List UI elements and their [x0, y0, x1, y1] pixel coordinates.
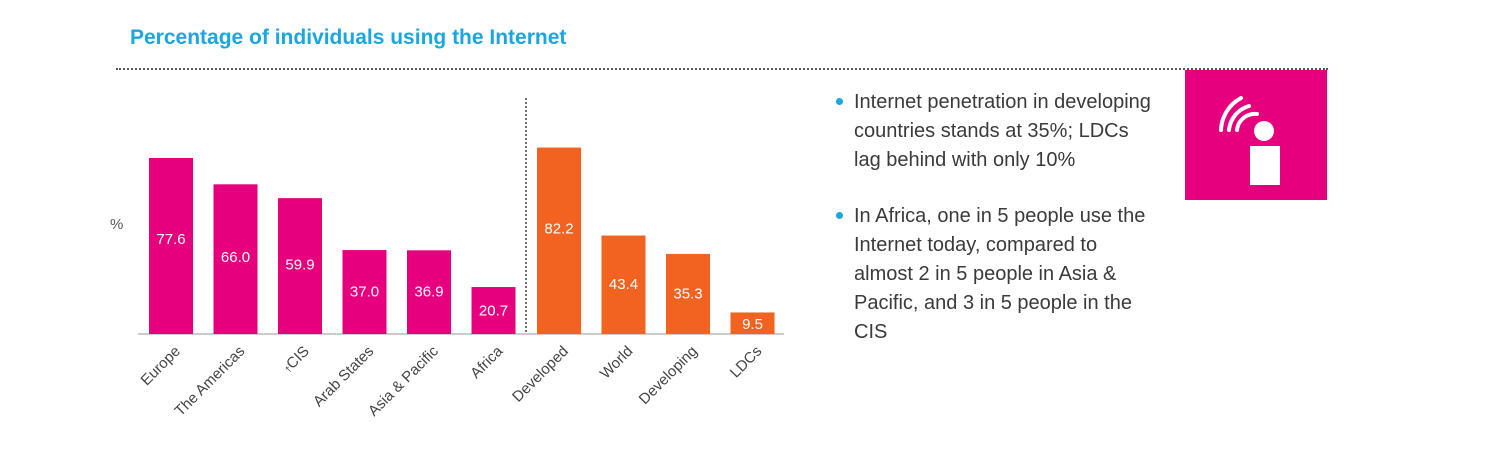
- bar-value-label: 20.7: [479, 303, 508, 320]
- bar: [666, 253, 710, 334]
- bar: [407, 250, 451, 334]
- bar: [730, 312, 775, 334]
- x-tick-label: Africa: [467, 342, 507, 382]
- x-tick-label: Arab States: [310, 343, 377, 410]
- x-tick-label: Asia & Pacific: [365, 342, 442, 419]
- bar: [149, 158, 193, 334]
- bar: [601, 235, 646, 334]
- bullet-dot: [836, 212, 843, 219]
- bar: [213, 184, 258, 334]
- finding-item: In Africa, one in 5 people use the Inter…: [834, 202, 1154, 347]
- chart-title: Percentage of individuals using the Inte…: [130, 26, 567, 49]
- y-axis-label: %: [110, 216, 124, 233]
- x-tick-label: Europe: [138, 343, 184, 389]
- wifi-info-icon: [1185, 70, 1327, 200]
- bar-value-label: 77.6: [156, 231, 185, 248]
- bar: [278, 198, 322, 334]
- x-tick-label: †CIS: [280, 343, 313, 376]
- bar-value-label: 82.2: [544, 221, 573, 238]
- bar: [537, 147, 581, 334]
- bar-value-label: 66.0: [221, 249, 250, 266]
- x-tick-label: World: [597, 343, 637, 383]
- bar: [471, 287, 516, 334]
- finding-item: Internet penetration in developing count…: [834, 88, 1154, 175]
- bar-value-label: 43.4: [609, 276, 638, 293]
- x-tick-label: Developing: [636, 343, 701, 408]
- finding-text: In Africa, one in 5 people use the Inter…: [854, 205, 1146, 343]
- bar-value-label: 35.3: [673, 285, 702, 302]
- finding-text: Internet penetration in developing count…: [854, 91, 1151, 171]
- x-tick-label: LDCs: [727, 343, 766, 382]
- bar-value-label: 36.9: [414, 283, 443, 300]
- key-findings-list: Internet penetration in developing count…: [834, 88, 1154, 374]
- title-divider: [116, 68, 1328, 70]
- footnote-marker: †: [283, 364, 294, 375]
- x-tick-label: Developed: [509, 343, 572, 406]
- bar-value-label: 9.5: [742, 316, 763, 333]
- bar-value-label: 37.0: [350, 283, 379, 300]
- bar-value-label: 59.9: [285, 256, 314, 273]
- bullet-dot: [836, 98, 843, 105]
- bar: [342, 250, 387, 334]
